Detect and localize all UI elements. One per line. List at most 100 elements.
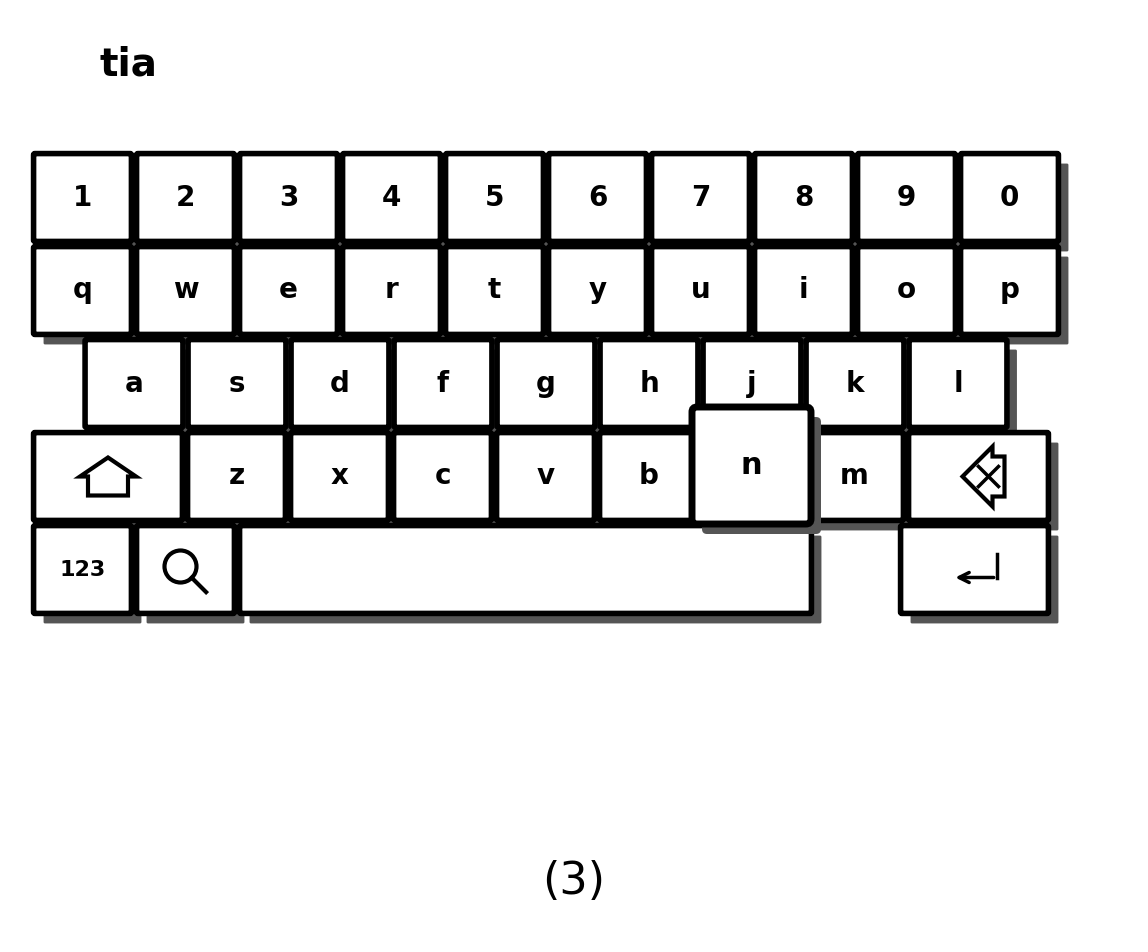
FancyBboxPatch shape [404,443,502,530]
Text: j: j [747,369,757,398]
Text: h: h [639,369,659,398]
FancyBboxPatch shape [137,247,234,334]
FancyBboxPatch shape [445,247,543,334]
FancyBboxPatch shape [394,340,492,427]
Text: d: d [331,369,350,398]
FancyBboxPatch shape [301,443,398,530]
FancyBboxPatch shape [44,536,141,624]
FancyBboxPatch shape [44,164,141,251]
Text: 9: 9 [897,184,916,211]
FancyBboxPatch shape [858,153,955,242]
FancyBboxPatch shape [33,153,131,242]
FancyBboxPatch shape [765,164,862,251]
FancyBboxPatch shape [961,153,1058,242]
FancyBboxPatch shape [815,443,914,530]
FancyBboxPatch shape [652,247,750,334]
FancyBboxPatch shape [240,526,812,613]
FancyBboxPatch shape [188,340,286,427]
FancyBboxPatch shape [961,247,1058,334]
FancyBboxPatch shape [342,153,441,242]
FancyBboxPatch shape [44,443,193,530]
FancyBboxPatch shape [816,349,914,437]
FancyBboxPatch shape [559,257,657,345]
FancyBboxPatch shape [456,164,553,251]
Text: b: b [638,463,659,490]
FancyBboxPatch shape [249,164,348,251]
FancyBboxPatch shape [292,340,389,427]
FancyBboxPatch shape [909,340,1007,427]
FancyBboxPatch shape [147,257,245,345]
FancyBboxPatch shape [147,164,245,251]
FancyBboxPatch shape [33,526,131,613]
Text: y: y [589,276,606,305]
FancyBboxPatch shape [445,153,543,242]
FancyBboxPatch shape [701,417,821,534]
Text: 7: 7 [691,184,711,211]
FancyBboxPatch shape [754,153,853,242]
FancyBboxPatch shape [197,443,295,530]
FancyBboxPatch shape [456,257,553,345]
FancyBboxPatch shape [507,349,605,437]
Text: tia: tia [100,46,158,84]
FancyBboxPatch shape [610,349,708,437]
FancyBboxPatch shape [661,164,760,251]
Text: 5: 5 [484,184,504,211]
Text: u: u [691,276,711,305]
FancyBboxPatch shape [342,247,441,334]
Text: c: c [434,463,451,490]
FancyBboxPatch shape [806,340,903,427]
FancyBboxPatch shape [137,153,234,242]
FancyBboxPatch shape [868,164,965,251]
FancyBboxPatch shape [352,257,450,345]
Text: 3: 3 [279,184,298,211]
Text: x: x [331,463,349,490]
Text: p: p [1000,276,1019,305]
FancyBboxPatch shape [404,349,502,437]
Text: k: k [846,369,864,398]
Text: 6: 6 [588,184,607,211]
FancyBboxPatch shape [199,349,296,437]
Text: 8: 8 [793,184,813,211]
FancyBboxPatch shape [240,153,338,242]
FancyBboxPatch shape [240,247,338,334]
FancyBboxPatch shape [147,536,245,624]
FancyBboxPatch shape [44,257,141,345]
FancyBboxPatch shape [610,443,707,530]
FancyBboxPatch shape [703,340,801,427]
FancyBboxPatch shape [549,153,646,242]
FancyBboxPatch shape [713,349,810,437]
FancyBboxPatch shape [249,536,822,624]
FancyBboxPatch shape [970,164,1069,251]
Text: q: q [72,276,93,305]
Text: o: o [897,276,916,305]
FancyBboxPatch shape [754,247,853,334]
FancyBboxPatch shape [559,164,657,251]
FancyBboxPatch shape [137,526,234,613]
FancyBboxPatch shape [765,257,862,345]
FancyBboxPatch shape [394,432,491,521]
Text: 1: 1 [72,184,92,211]
FancyBboxPatch shape [549,247,646,334]
Text: v: v [536,463,554,490]
FancyBboxPatch shape [910,536,1058,624]
FancyBboxPatch shape [661,257,760,345]
Text: 4: 4 [382,184,401,211]
Text: 0: 0 [1000,184,1019,211]
FancyBboxPatch shape [85,340,183,427]
FancyBboxPatch shape [249,257,348,345]
FancyBboxPatch shape [95,349,193,437]
FancyBboxPatch shape [692,407,810,524]
Text: t: t [488,276,502,305]
Text: l: l [953,369,963,398]
FancyBboxPatch shape [599,432,698,521]
FancyBboxPatch shape [868,257,965,345]
Text: a: a [125,369,144,398]
FancyBboxPatch shape [497,340,595,427]
FancyBboxPatch shape [920,349,1017,437]
Text: r: r [385,276,398,305]
FancyBboxPatch shape [652,153,750,242]
FancyBboxPatch shape [33,247,131,334]
Text: i: i [799,276,808,305]
FancyBboxPatch shape [900,526,1048,613]
Text: w: w [172,276,199,305]
